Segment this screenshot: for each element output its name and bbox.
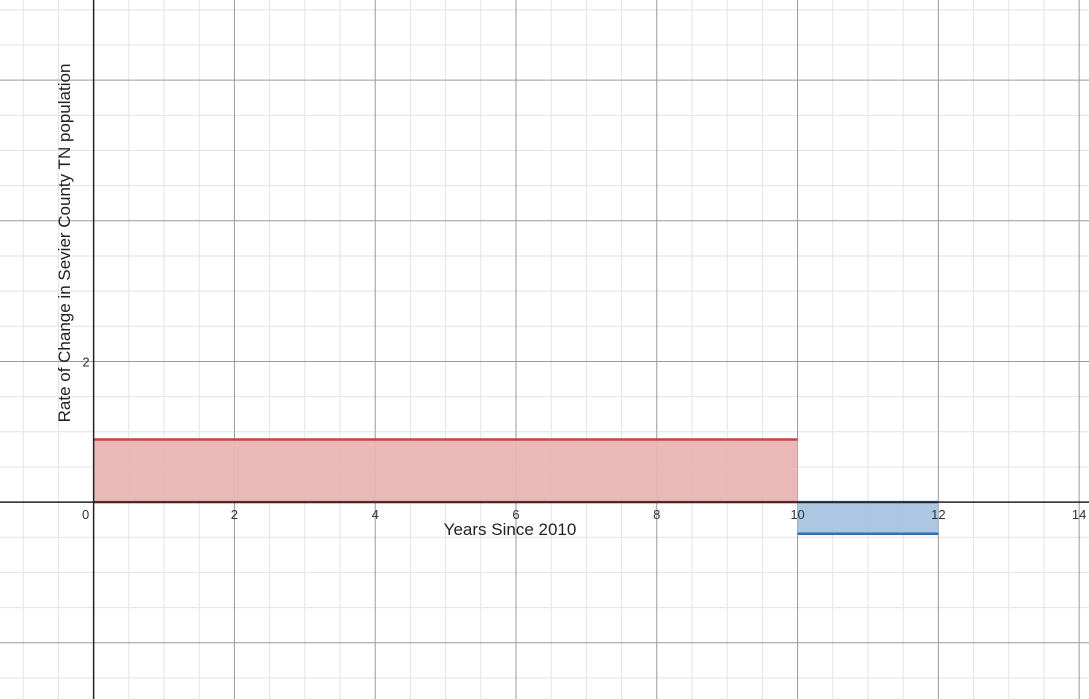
x-tick-label: 4 xyxy=(372,507,379,522)
x-tick-label: 6 xyxy=(512,507,519,522)
x-tick-label: 10 xyxy=(790,507,804,522)
x-tick-label: 0 xyxy=(82,507,89,522)
x-axis-title: Years Since 2010 xyxy=(444,520,577,539)
y-axis-title: Rate of Change in Sevier County TN popul… xyxy=(55,64,74,423)
region-1 xyxy=(797,502,939,534)
tick-labels: 0 2 4 6 8 10 12 14 2 xyxy=(82,354,1086,522)
region-0 xyxy=(93,439,798,503)
x-tick-label: 8 xyxy=(653,507,660,522)
x-tick-label: 14 xyxy=(1072,507,1086,522)
x-tick-label: 12 xyxy=(931,507,945,522)
data-regions xyxy=(93,438,939,535)
x-tick-label: 2 xyxy=(231,507,238,522)
y-tick-label: 2 xyxy=(82,354,89,369)
